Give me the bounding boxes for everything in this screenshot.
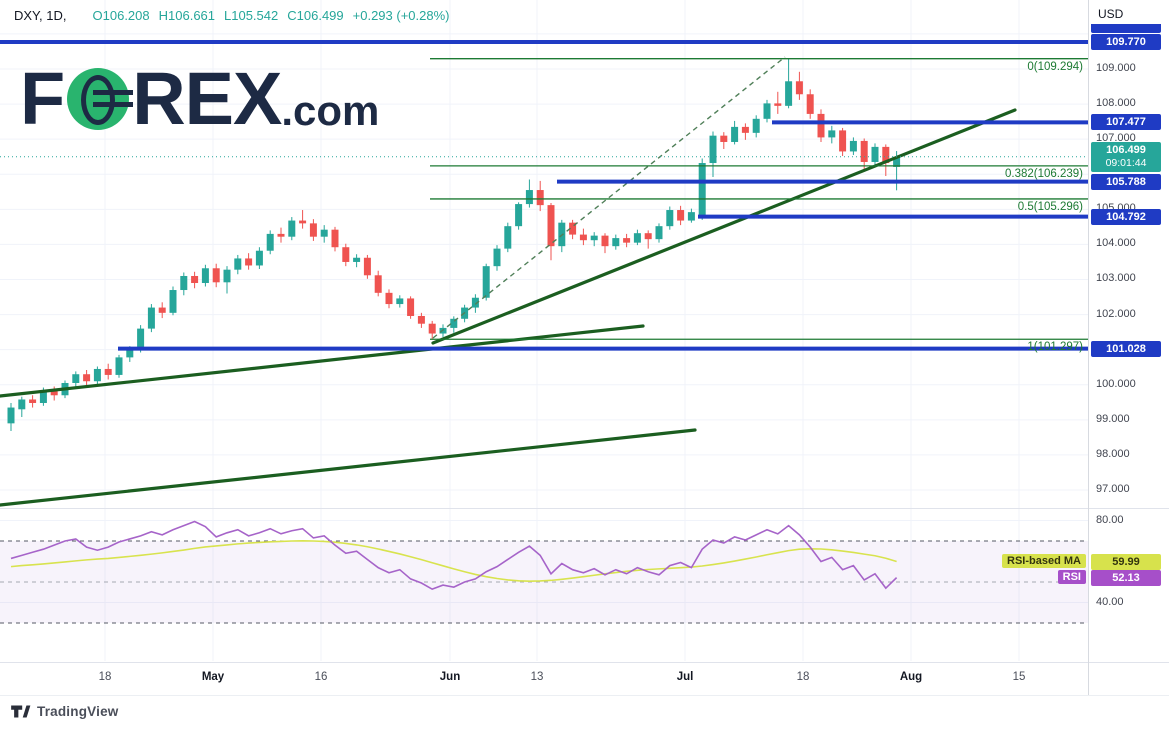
fib-level-label: 0.5(105.296) <box>1017 200 1083 213</box>
symbol-legend: DXY, 1D, O106.208 H106.661 L105.542 C106… <box>14 8 459 23</box>
fib-level-label: 1(101.297) <box>1027 341 1083 354</box>
ohlc-low: L105.542 <box>224 8 279 23</box>
time-tick: 18 <box>98 671 112 683</box>
tradingview-text: TradingView <box>37 704 119 719</box>
time-tick: 15 <box>1012 671 1026 683</box>
forex-o-bar <box>93 102 134 107</box>
watermark-letters-rex: REX <box>132 57 282 140</box>
price-level-badge: 105.788 <box>1091 173 1161 190</box>
rsi-tick: 80.00 <box>1096 513 1124 526</box>
price-level-badge: 101.028 <box>1091 340 1161 357</box>
time-axis-separator <box>0 662 1169 663</box>
watermark-letter-f: F <box>20 57 65 140</box>
rsi-tick: 40.00 <box>1096 595 1124 608</box>
price-tick: 98.000 <box>1096 447 1130 460</box>
forex-o-icon <box>67 68 134 130</box>
price-tick: 104.000 <box>1096 237 1136 250</box>
watermark-dotcom: .com <box>281 87 380 134</box>
price-level-badge: 104.792 <box>1091 208 1161 225</box>
price-chart[interactable] <box>0 0 1088 662</box>
time-tick: Aug <box>899 671 923 683</box>
price-tick: 100.000 <box>1096 377 1136 390</box>
rsi-panel-separator[interactable] <box>0 508 1169 509</box>
price-tick: 107.000 <box>1096 132 1136 145</box>
price-tick: 99.000 <box>1096 412 1130 425</box>
forex-o-bar <box>93 90 134 95</box>
chart-canvas[interactable]: F REX .com DXY, 1D, O106.208 H106.661 L1… <box>0 0 1088 662</box>
price-tick: 109.000 <box>1096 62 1136 74</box>
price-tick: 97.000 <box>1096 482 1130 495</box>
fib-level-label: 0.382(106.239) <box>1004 167 1083 180</box>
price-tick: 103.000 <box>1096 272 1136 285</box>
price-level-badge: 107.477 <box>1091 114 1161 131</box>
time-tick: 16 <box>314 671 328 683</box>
price-axis-separator <box>1088 0 1089 695</box>
ohlc-close: C106.499 <box>287 8 344 23</box>
price-axis[interactable]: USD 109.000108.000107.000105.000104.0001… <box>1088 0 1169 695</box>
current-price-value: 106.499 <box>1106 143 1146 156</box>
rsi-ma-value-badge: 59.99 <box>1091 554 1161 570</box>
time-tick: 13 <box>530 671 544 683</box>
currency-label: USD <box>1098 7 1124 21</box>
rsi-label-badge: RSI <box>1057 570 1086 584</box>
rsi-ma-label-badge: RSI-based MA <box>1002 554 1086 568</box>
symbol-title[interactable]: DXY, 1D, <box>14 8 67 23</box>
time-axis[interactable]: 18 May 16 Jun 13 Jul 18 Aug 15 <box>0 662 1088 695</box>
ohlc-high: H106.661 <box>158 8 216 23</box>
ohlc-change: +0.293 (+0.28%) <box>352 8 450 23</box>
bottom-bar-separator <box>0 695 1169 696</box>
price-tick: 108.000 <box>1096 97 1136 110</box>
bar-countdown: 09:01:44 <box>1105 157 1147 170</box>
price-tick: 102.000 <box>1096 307 1136 320</box>
time-tick: Jul <box>676 671 694 683</box>
forex-watermark: F REX .com <box>20 62 379 136</box>
forex-o-oval <box>81 75 116 125</box>
time-tick: Jun <box>439 671 461 683</box>
fib-level-label: 0(109.294) <box>1027 60 1083 73</box>
time-tick: May <box>201 671 225 683</box>
clipped-price-badge <box>1091 24 1161 33</box>
rsi-value-badge: 52.13 <box>1091 570 1161 586</box>
tradingview-logo[interactable]: TradingView <box>10 703 118 720</box>
current-price-badge: 106.499 09:01:44 <box>1091 142 1161 172</box>
tradingview-icon <box>11 705 31 718</box>
price-level-badge: 109.770 <box>1091 33 1161 50</box>
time-tick: 18 <box>796 671 810 683</box>
bottom-toolbar: TradingView <box>0 695 1169 730</box>
ohlc-open: O106.208 <box>92 8 150 23</box>
